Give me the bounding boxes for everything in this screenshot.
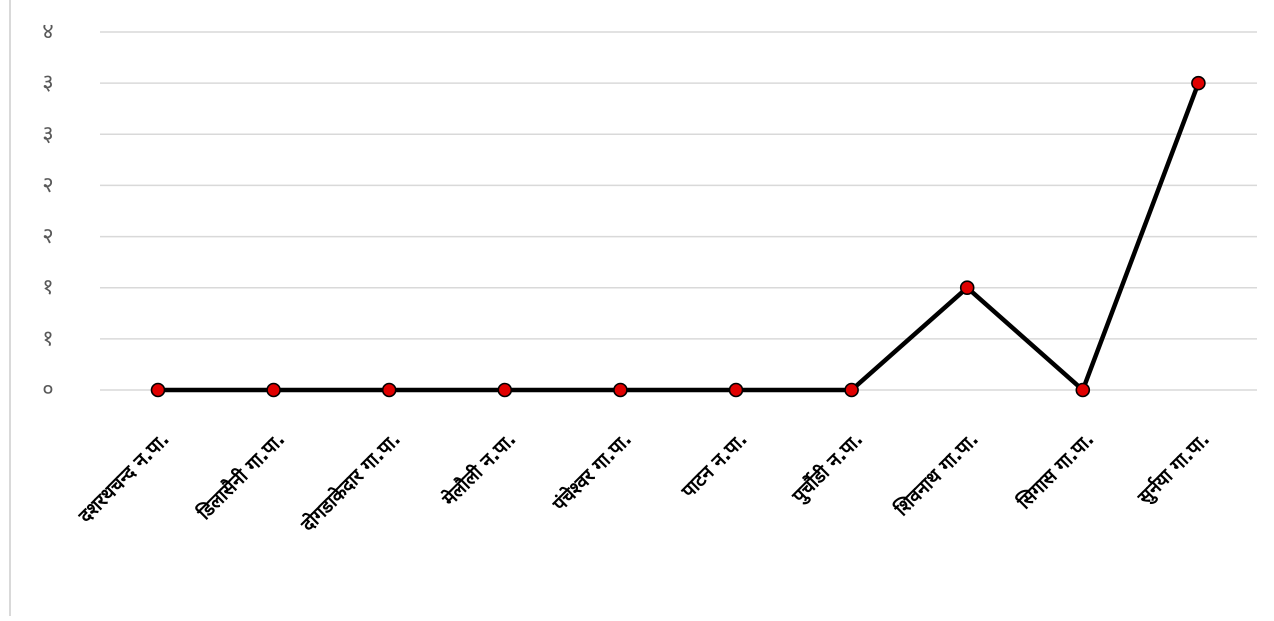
x-tick-label: सिगास गा.पा. bbox=[1012, 428, 1099, 515]
x-tick-label: दशरथचन्द न.पा. bbox=[74, 428, 174, 528]
x-tick-label: सुर्नया गा.पा. bbox=[1132, 428, 1215, 511]
x-tick-label: शिवनाथ गा.पा. bbox=[889, 428, 983, 522]
y-tick-label: २ bbox=[42, 173, 53, 198]
x-tick-label: पुर्चौडी न.पा. bbox=[787, 428, 868, 509]
data-point bbox=[150, 382, 166, 398]
y-tick-label: ० bbox=[42, 378, 53, 403]
y-tick-label: ४ bbox=[42, 20, 53, 45]
x-tick-label: पाटन न.पा. bbox=[677, 428, 752, 503]
data-point bbox=[1191, 75, 1206, 91]
data-point bbox=[497, 382, 513, 398]
gridlines bbox=[100, 31, 1257, 391]
series-line-layer bbox=[155, 80, 1201, 393]
y-tick-label: १ bbox=[42, 326, 53, 351]
data-point-markers bbox=[150, 75, 1206, 398]
y-tick-label: ३ bbox=[42, 122, 53, 147]
data-point bbox=[728, 382, 744, 398]
data-point bbox=[266, 382, 281, 398]
data-point bbox=[1075, 382, 1091, 398]
data-point bbox=[959, 280, 975, 296]
y-tick-label: ३ bbox=[42, 71, 53, 96]
data-point bbox=[844, 382, 859, 398]
y-tick-label: १ bbox=[42, 275, 53, 300]
x-axis-ticks: दशरथचन्द न.पा. डिलासैनी गा.पा. दोगडाकेदार … bbox=[74, 428, 1215, 537]
x-tick-label: मेलौली न.पा. bbox=[437, 428, 521, 512]
data-point bbox=[381, 382, 397, 398]
x-tick-label: डिलासैनी गा.पा. bbox=[192, 428, 289, 525]
series-line bbox=[155, 80, 1201, 393]
y-axis-ticks: ० १ १ २ २ ३ ३ ४ bbox=[42, 20, 53, 403]
x-tick-label: दोगडाकेदार गा.पा. bbox=[296, 428, 405, 537]
y-tick-label: २ bbox=[42, 224, 53, 249]
x-tick-label: पंचेश्वर गा.पा. bbox=[547, 428, 636, 517]
chart-left-border bbox=[9, 0, 11, 616]
data-point bbox=[613, 382, 628, 398]
